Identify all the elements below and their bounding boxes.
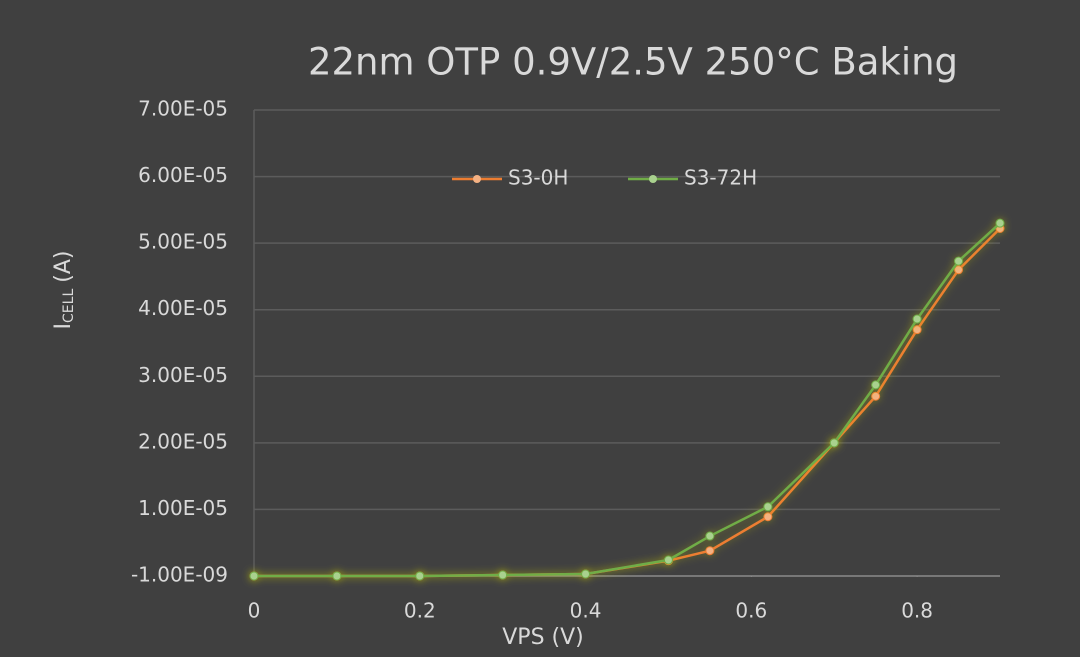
legend-marker [473, 175, 481, 183]
x-axis-label: VPS (V) [502, 625, 584, 650]
data-point [249, 571, 259, 581]
data-point [954, 265, 964, 275]
data-point [415, 571, 425, 581]
data-point [954, 256, 964, 266]
legend-label: S3-0H [508, 166, 568, 190]
data-point [332, 571, 342, 581]
y-tick-label: 2.00E-05 [138, 429, 228, 453]
data-point [871, 380, 881, 390]
data-point [663, 555, 673, 565]
data-point [763, 502, 773, 512]
y-tick-label: 6.00E-05 [138, 163, 228, 187]
plot-area: -1.00E-09 1.00E-05 2.00E-05 3.00E-05 4.00E-0… [131, 97, 1005, 623]
data-point [498, 570, 508, 580]
x-tick-label: 0.8 [901, 599, 933, 623]
y-label-unit: (A) [51, 251, 76, 283]
data-point [995, 218, 1005, 228]
x-tick-label: 0.6 [735, 599, 767, 623]
y-label-sub: CELL [61, 289, 77, 323]
y-tick-label: -1.00E-09 [131, 563, 228, 587]
y-label-main: I [51, 323, 76, 330]
data-point [871, 391, 881, 401]
y-tick-label: 4.00E-05 [138, 296, 228, 320]
data-point [763, 512, 773, 522]
x-tick-label: 0 [248, 599, 261, 623]
chart-title: 22nm OTP 0.9V/2.5V 250°C Baking [308, 41, 958, 84]
y-tick-label: 5.00E-05 [138, 230, 228, 254]
y-tick-label: 7.00E-05 [138, 97, 228, 121]
legend-label: S3-72H [684, 166, 757, 190]
x-tick-label: 0.4 [570, 599, 602, 623]
data-point [705, 531, 715, 541]
y-tick-label: 3.00E-05 [138, 363, 228, 387]
data-point [705, 546, 715, 556]
y-axis-label: ICELL (A) [51, 251, 77, 330]
series [249, 218, 1005, 581]
x-tick-label: 0.2 [404, 599, 436, 623]
data-point [581, 569, 591, 579]
legend-marker [649, 175, 657, 183]
data-point [829, 438, 839, 448]
data-point [912, 314, 922, 324]
data-point [912, 325, 922, 335]
y-tick-label: 1.00E-05 [138, 496, 228, 520]
